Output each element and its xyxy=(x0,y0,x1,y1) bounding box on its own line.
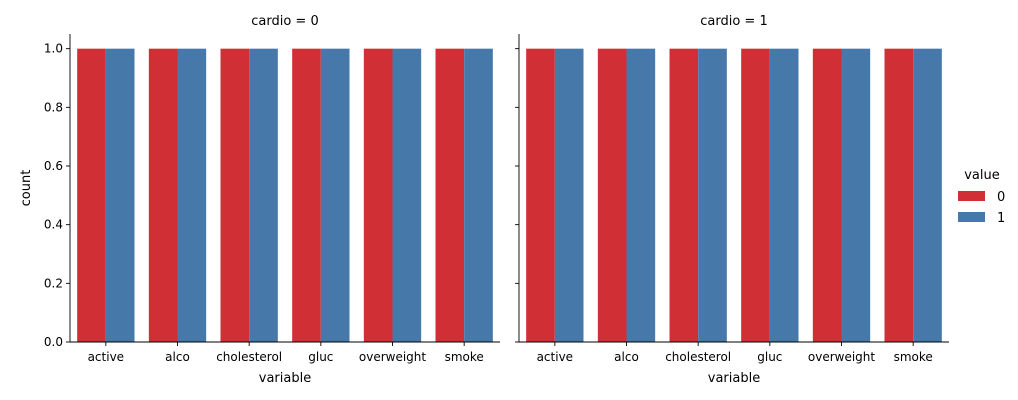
bar-panel0-smoke-value1 xyxy=(464,48,493,343)
legend-swatch-value1 xyxy=(958,212,985,222)
bar-panel1-cholesterol-value0 xyxy=(669,48,699,343)
legend-label: 0 xyxy=(997,190,1005,205)
legend-label: 1 xyxy=(997,211,1005,226)
bar-panel0-overweight-value1 xyxy=(392,48,422,343)
bar-panel1-active-value1 xyxy=(554,48,584,343)
y-axis-title: count xyxy=(19,170,34,207)
bar-panel1-smoke-value0 xyxy=(884,48,914,343)
x-tick-label: gluc xyxy=(308,350,333,364)
bar-panel0-active-value1 xyxy=(105,48,135,343)
y-tick-label: 0.0 xyxy=(44,335,63,349)
x-axis-title: variable xyxy=(708,371,760,386)
bar-panel1-cholesterol-value1 xyxy=(698,48,727,343)
bar-panel0-cholesterol-value1 xyxy=(249,48,278,343)
bar-panel1-smoke-value1 xyxy=(913,48,942,343)
x-tick-label: smoke xyxy=(894,350,933,364)
y-tick-label: 0.4 xyxy=(44,218,63,232)
x-tick-label: active xyxy=(537,350,573,364)
x-tick-label: cholesterol xyxy=(665,350,731,364)
x-tick-label: active xyxy=(88,350,124,364)
bar-panel0-overweight-value0 xyxy=(363,48,393,343)
x-tick-label: alco xyxy=(165,350,190,364)
y-tick-label: 0.2 xyxy=(44,276,63,290)
bar-panel0-cholesterol-value0 xyxy=(220,48,250,343)
legend-title: value xyxy=(964,168,1000,183)
bar-panel1-gluc-value0 xyxy=(741,48,770,343)
x-tick-label: gluc xyxy=(757,350,782,364)
bar-panel1-overweight-value1 xyxy=(841,48,871,343)
bar-panel1-alco-value1 xyxy=(626,48,656,343)
bar-panel0-alco-value1 xyxy=(177,48,207,343)
y-tick-label: 1.0 xyxy=(44,42,63,56)
bar-panel0-active-value0 xyxy=(77,48,106,343)
x-tick-label: alco xyxy=(614,350,639,364)
bar-panel1-active-value0 xyxy=(526,48,555,343)
panel-title: cardio = 1 xyxy=(700,14,767,29)
bar-panel0-gluc-value1 xyxy=(320,48,350,343)
y-tick-label: 0.8 xyxy=(44,100,63,114)
x-tick-label: overweight xyxy=(359,350,427,364)
x-tick-label: smoke xyxy=(445,350,484,364)
x-tick-label: overweight xyxy=(808,350,876,364)
bar-panel1-overweight-value0 xyxy=(812,48,842,343)
legend-swatch-value0 xyxy=(958,191,985,201)
bar-panel0-alco-value0 xyxy=(148,48,178,343)
bar-panel1-gluc-value1 xyxy=(769,48,799,343)
x-axis-title: variable xyxy=(259,371,311,386)
panel-title: cardio = 0 xyxy=(251,14,318,29)
y-tick-label: 0.6 xyxy=(44,159,63,173)
bar-panel0-smoke-value0 xyxy=(435,48,465,343)
x-tick-label: cholesterol xyxy=(216,350,282,364)
bar-panel0-gluc-value0 xyxy=(292,48,321,343)
bar-panel1-alco-value0 xyxy=(597,48,627,343)
